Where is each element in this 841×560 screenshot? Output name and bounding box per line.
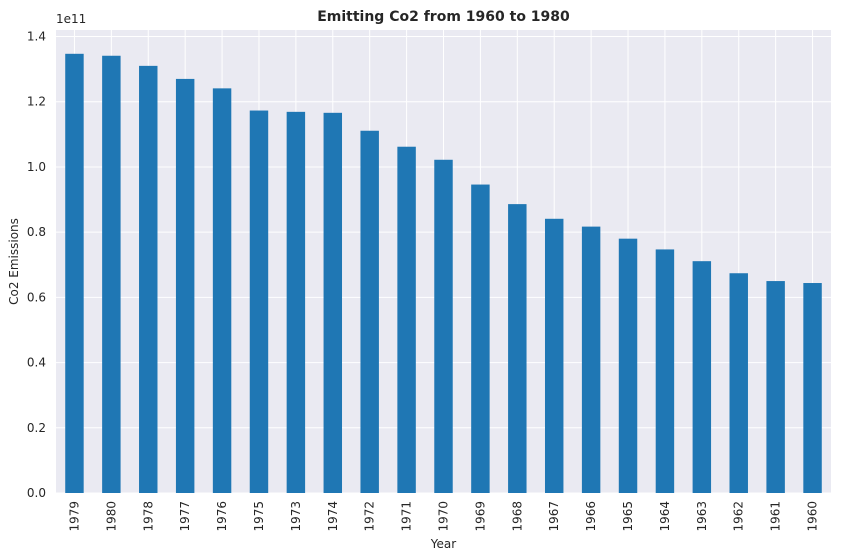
bar-1971 <box>397 146 416 494</box>
y-tick-label: 1.2 <box>27 95 46 109</box>
x-tick-label: 1980 <box>104 501 118 532</box>
x-tick-label: 1961 <box>769 501 783 532</box>
x-tick-label: 1962 <box>732 501 746 532</box>
bar-1976 <box>212 88 232 494</box>
x-tick-label: 1973 <box>289 501 303 532</box>
x-tick-label: 1974 <box>326 501 340 532</box>
bar-1960 <box>803 283 822 493</box>
y-tick-label: 1.0 <box>27 160 46 174</box>
x-tick-label: 1965 <box>621 501 635 532</box>
bar-1961 <box>766 281 785 493</box>
x-tick-label: 1964 <box>658 501 672 532</box>
bar-1964 <box>655 249 675 493</box>
bar-1970 <box>434 159 453 493</box>
y-axis-offset-label: 1e11 <box>56 12 86 26</box>
y-tick-label: 0.8 <box>27 225 46 239</box>
bar-1977 <box>175 78 195 493</box>
bar-1980 <box>102 55 121 493</box>
y-tick-label: 0.4 <box>27 356 46 370</box>
x-tick-label: 1979 <box>67 501 81 532</box>
bar-1979 <box>65 53 84 493</box>
bar-1973 <box>286 111 306 493</box>
bars <box>65 53 822 494</box>
bar-1965 <box>618 238 638 493</box>
x-axis-label: Year <box>430 537 456 551</box>
x-tick-label: 1963 <box>695 501 709 532</box>
y-tick-label: 1.4 <box>27 30 46 44</box>
bar-1975 <box>249 110 269 493</box>
x-tick-label: 1966 <box>584 501 598 532</box>
y-tick-label: 0.2 <box>27 421 46 435</box>
chart-title: Emitting Co2 from 1960 to 1980 <box>317 9 570 25</box>
bar-1972 <box>360 130 379 493</box>
bar-1966 <box>581 226 601 493</box>
x-tick-label: 1960 <box>806 501 820 532</box>
bar-1962 <box>729 273 748 493</box>
bar-1963 <box>692 261 712 493</box>
x-tick-label: 1976 <box>215 501 229 532</box>
bar-1968 <box>508 204 527 494</box>
y-axis-label: Co2 Emissions <box>7 218 21 305</box>
x-tick-label: 1968 <box>510 501 524 532</box>
y-tick-label: 0.0 <box>27 486 46 500</box>
x-tick-label: 1967 <box>547 501 561 532</box>
bar-1978 <box>139 65 158 493</box>
x-axis-ticks: 1979 1980 1978 1977 1976 1975 1973 1974 1972 1971… <box>67 501 819 532</box>
x-tick-label: 1969 <box>473 501 487 532</box>
x-tick-label: 1977 <box>178 501 192 532</box>
x-tick-label: 1978 <box>141 501 155 532</box>
x-tick-label: 1970 <box>437 501 451 532</box>
y-axis-ticks: 0.0 0.2 0.4 0.6 0.8 1.0 1.2 1.4 <box>27 30 46 500</box>
bar-1974 <box>323 112 343 494</box>
bar-1969 <box>471 184 490 493</box>
bar-1967 <box>544 218 564 493</box>
x-tick-label: 1971 <box>400 501 414 532</box>
x-tick-label: 1972 <box>363 501 377 532</box>
y-tick-label: 0.6 <box>27 290 46 304</box>
x-tick-label: 1975 <box>252 501 266 532</box>
